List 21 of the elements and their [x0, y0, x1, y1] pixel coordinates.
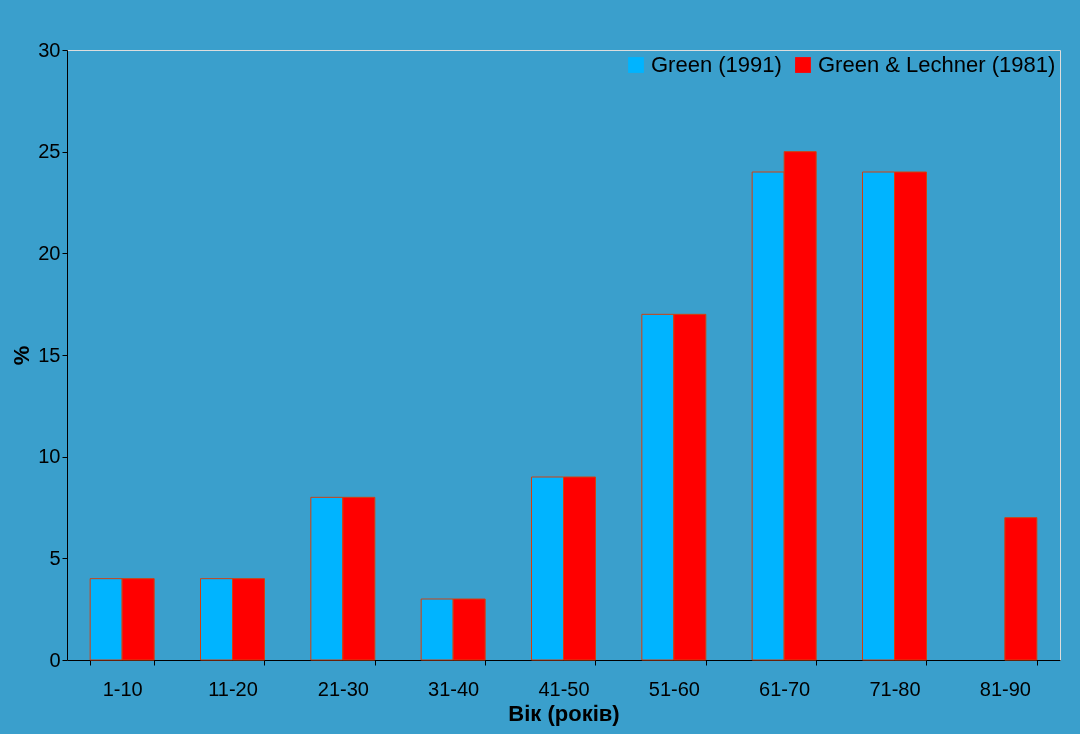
y-tick-label: 15: [38, 343, 61, 366]
x-tick-label: 51-60: [648, 677, 700, 700]
x-tick-label: 71-80: [869, 677, 921, 700]
legend-label: Green (1991): [651, 52, 782, 77]
x-tick-label: 61-70: [759, 677, 811, 700]
y-tick-label: 5: [49, 546, 61, 569]
y-tick-label: 30: [38, 38, 61, 61]
y-axis-title: %: [9, 345, 35, 366]
x-tick-label: 21-30: [317, 677, 369, 700]
x-tick-label: 1-10: [102, 677, 143, 700]
y-tick-label: 25: [38, 140, 61, 163]
x-tick-label: 11-20: [208, 677, 258, 700]
x-tick-label: 41-50: [538, 677, 590, 700]
y-tick-label: 0: [49, 648, 61, 671]
x-tick-label: 31-40: [428, 677, 480, 700]
x-tick-label: 81-90: [979, 677, 1031, 700]
legend-label: Green & Lechner (1981): [818, 52, 1056, 77]
y-tick-label: 20: [38, 241, 61, 264]
y-tick-label: 10: [38, 445, 61, 468]
bar: [1004, 517, 1038, 661]
x-axis-title: Вік (років): [508, 700, 620, 726]
